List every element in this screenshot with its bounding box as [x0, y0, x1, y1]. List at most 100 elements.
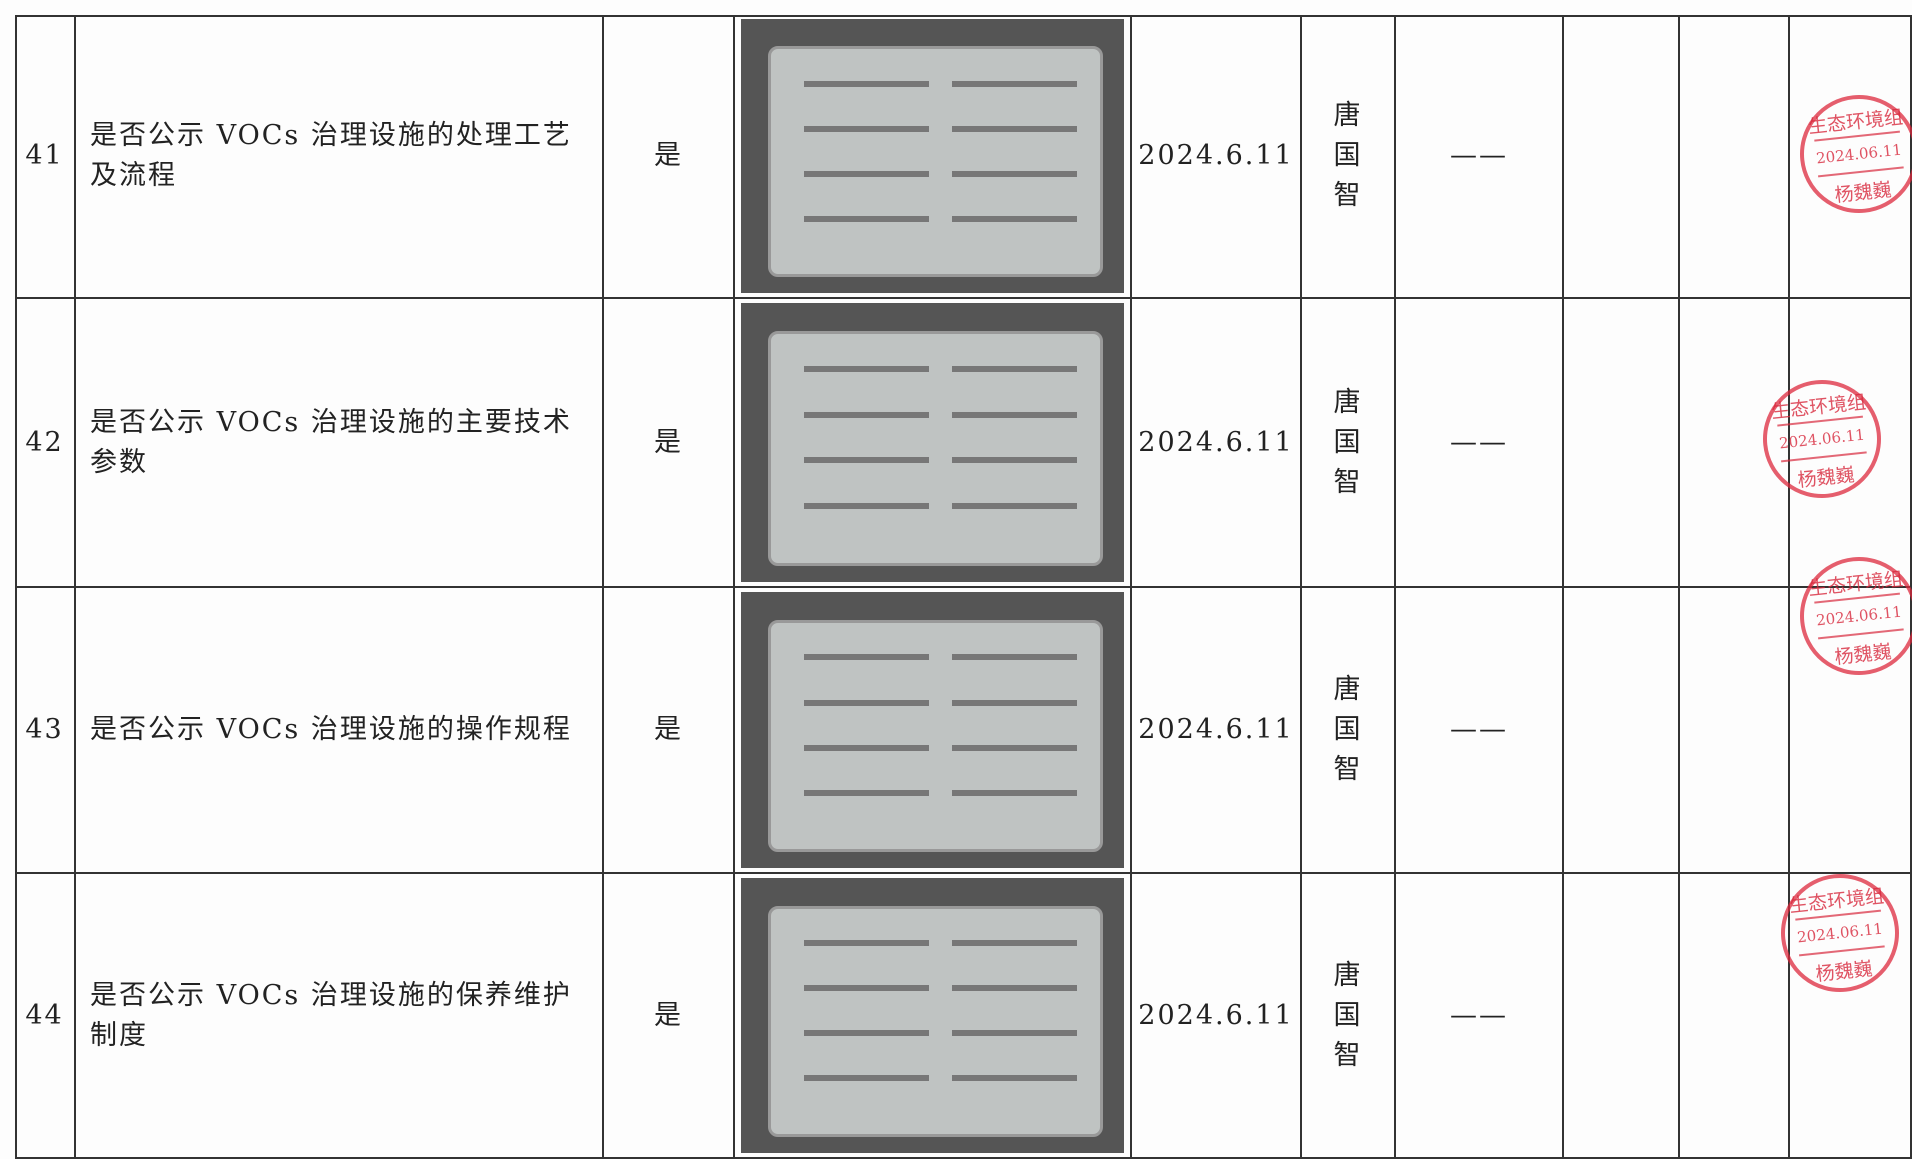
person: 唐国智 [1333, 674, 1363, 785]
no: 41 [25, 140, 64, 171]
photo-line [951, 985, 1078, 992]
remark-cell: —— [1396, 588, 1564, 874]
photo-line [803, 790, 929, 797]
no-cell: 44 [15, 874, 76, 1159]
cell [1564, 299, 1680, 588]
stamp-date-box: 2024.06.11 [1814, 130, 1904, 178]
person: 唐国智 [1333, 100, 1363, 211]
person-cell: 唐国智 [1302, 874, 1396, 1159]
photo-line [951, 744, 1078, 751]
photo-line [803, 503, 929, 510]
photo-line [951, 1030, 1078, 1037]
no-cell: 43 [15, 588, 76, 874]
photo-line [951, 790, 1078, 797]
photo [741, 878, 1124, 1153]
person-cell: 唐国智 [1302, 15, 1396, 299]
cell [1790, 588, 1912, 874]
remark-cell: —— [1396, 15, 1564, 299]
photo-line [803, 215, 929, 222]
cell [1790, 15, 1912, 299]
stamp-date: 2024.06.11 [1815, 140, 1903, 168]
date-cell: 2024.6.11 [1132, 588, 1302, 874]
photo-board [767, 619, 1104, 852]
no-cell: 41 [15, 15, 76, 299]
item: 是否公示 VOCs 治理设施的主要技术参数 [90, 406, 572, 478]
cell [735, 299, 1132, 588]
stamp-date-box: 2024.06.11 [1814, 592, 1904, 640]
item-cell: 是否公示 VOCs 治理设施的处理工艺及流程 [76, 15, 604, 299]
cell [1680, 588, 1790, 874]
photo [741, 303, 1124, 582]
result: 是 [654, 714, 683, 745]
date-cell: 2024.6.11 [1132, 299, 1302, 588]
cell [1564, 15, 1680, 299]
photo-line [803, 940, 929, 947]
remark-cell: —— [1396, 874, 1564, 1159]
person-cell: 唐国智 [1302, 299, 1396, 588]
photo-board [767, 905, 1104, 1137]
remark: —— [1450, 999, 1508, 1031]
photo-line [951, 215, 1078, 222]
photo-line [803, 699, 929, 706]
person: 唐国智 [1333, 959, 1363, 1071]
cell [1680, 15, 1790, 299]
result: 是 [654, 140, 683, 171]
no-cell: 42 [15, 299, 76, 588]
cell [1564, 588, 1680, 874]
result-cell: 是 [604, 588, 735, 874]
stamp-date: 2024.06.11 [1796, 919, 1884, 947]
stamp-date-box: 2024.06.11 [1777, 415, 1867, 463]
result: 是 [654, 999, 683, 1031]
cell [1790, 874, 1912, 1159]
stamp-date: 2024.06.11 [1815, 602, 1903, 630]
remark: —— [1450, 426, 1508, 458]
item-cell: 是否公示 VOCs 治理设施的操作规程 [76, 588, 604, 874]
result-cell: 是 [604, 874, 735, 1159]
result: 是 [654, 426, 683, 458]
photo-line [951, 411, 1078, 418]
result-cell: 是 [604, 299, 735, 588]
cell [1790, 299, 1912, 588]
cell [735, 588, 1132, 874]
no: 43 [25, 714, 64, 745]
date: 2024.6.11 [1138, 140, 1294, 171]
stamp-date: 2024.06.11 [1778, 425, 1866, 453]
remark-cell: —— [1396, 299, 1564, 588]
cell [1680, 299, 1790, 588]
date: 2024.6.11 [1138, 426, 1294, 458]
photo-line [951, 365, 1078, 372]
cell [735, 15, 1132, 299]
photo [741, 19, 1124, 293]
item: 是否公示 VOCs 治理设施的处理工艺及流程 [90, 120, 572, 191]
photo-line [803, 411, 929, 418]
photo-line [951, 1075, 1078, 1082]
photo-line [803, 365, 929, 372]
result-cell: 是 [604, 15, 735, 299]
cell [1680, 874, 1790, 1159]
remark: —— [1450, 140, 1508, 171]
photo-line [803, 1075, 929, 1082]
photo-line [803, 744, 929, 751]
photo-line [803, 457, 929, 464]
photo-line [803, 985, 929, 992]
photo-line [803, 125, 929, 132]
photo-line [951, 457, 1078, 464]
item-cell: 是否公示 VOCs 治理设施的保养维护制度 [76, 874, 604, 1159]
remark: —— [1450, 714, 1508, 745]
photo [741, 592, 1124, 868]
photo-line [951, 80, 1078, 87]
photo-line [951, 125, 1078, 132]
top-border [15, 15, 1912, 17]
no: 42 [25, 426, 64, 458]
photo-line [951, 699, 1078, 706]
cell [735, 874, 1132, 1159]
photo-line [803, 654, 929, 661]
item: 是否公示 VOCs 治理设施的保养维护制度 [90, 979, 572, 1051]
photo-board [767, 330, 1104, 566]
photo-line [951, 170, 1078, 177]
photo-line [803, 170, 929, 177]
date-cell: 2024.6.11 [1132, 874, 1302, 1159]
item-cell: 是否公示 VOCs 治理设施的主要技术参数 [76, 299, 604, 588]
cell [1564, 874, 1680, 1159]
